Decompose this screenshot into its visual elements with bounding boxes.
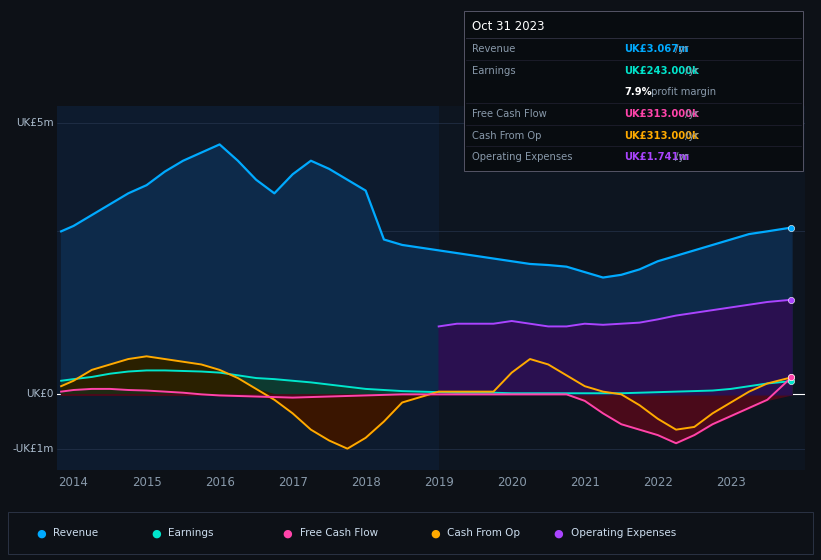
Text: Earnings: Earnings — [168, 529, 213, 538]
Text: Revenue: Revenue — [472, 44, 516, 54]
Text: /yr: /yr — [682, 109, 699, 119]
Text: UK£313.000k: UK£313.000k — [624, 109, 699, 119]
Text: profit margin: profit margin — [648, 87, 716, 97]
Bar — [438, 106, 806, 470]
Text: UK£3.067m: UK£3.067m — [624, 44, 689, 54]
Text: Operating Expenses: Operating Expenses — [571, 529, 676, 538]
Text: Free Cash Flow: Free Cash Flow — [300, 529, 378, 538]
Text: /yr: /yr — [672, 44, 689, 54]
Text: UK£0: UK£0 — [26, 389, 53, 399]
Text: Free Cash Flow: Free Cash Flow — [472, 109, 547, 119]
Text: /yr: /yr — [672, 152, 689, 162]
Text: Cash From Op: Cash From Op — [447, 529, 521, 538]
Text: Oct 31 2023: Oct 31 2023 — [472, 20, 544, 34]
Text: Earnings: Earnings — [472, 66, 516, 76]
Text: -UK£1m: -UK£1m — [12, 444, 53, 454]
Text: UK£1.741m: UK£1.741m — [624, 152, 689, 162]
Text: ●: ● — [282, 529, 292, 538]
Text: ●: ● — [430, 529, 440, 538]
Text: /yr: /yr — [682, 130, 699, 141]
Text: UK£313.000k: UK£313.000k — [624, 130, 699, 141]
Text: UK£243.000k: UK£243.000k — [624, 66, 699, 76]
Text: Revenue: Revenue — [53, 529, 99, 538]
Text: Operating Expenses: Operating Expenses — [472, 152, 572, 162]
Text: ●: ● — [36, 529, 46, 538]
Text: 7.9%: 7.9% — [624, 87, 652, 97]
Text: ●: ● — [553, 529, 563, 538]
Text: UK£5m: UK£5m — [16, 118, 53, 128]
Text: ●: ● — [151, 529, 161, 538]
Text: /yr: /yr — [682, 66, 699, 76]
Text: Cash From Op: Cash From Op — [472, 130, 542, 141]
